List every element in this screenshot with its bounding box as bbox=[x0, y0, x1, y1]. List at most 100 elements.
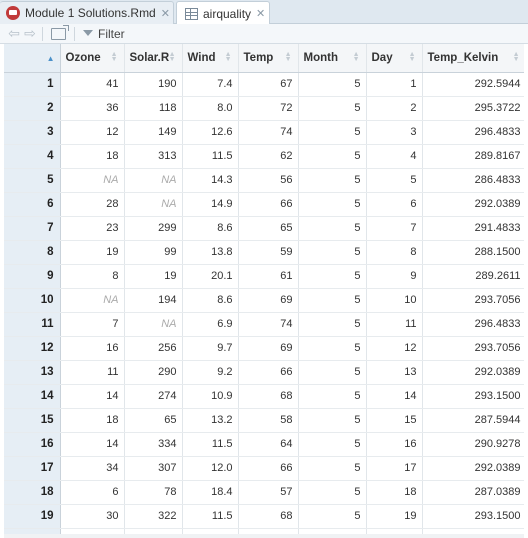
table-row[interactable]: 13 11 290 9.2 66 5 13 292.0389 bbox=[4, 360, 524, 385]
table-cell: 11 bbox=[60, 360, 125, 385]
table-row[interactable]: 4 18 313 11.5 62 5 4 289.8167 bbox=[4, 144, 524, 169]
table-cell: 5 bbox=[298, 312, 367, 337]
column-header-day[interactable]: Day ▲ ▼ bbox=[366, 44, 423, 73]
forward-arrow-icon[interactable]: ⇨ bbox=[24, 25, 36, 41]
table-row[interactable]: 11 7 NA 6.9 74 5 11 296.4833 bbox=[4, 312, 524, 337]
table-cell: 5 bbox=[298, 480, 367, 505]
table-cell: 3 bbox=[366, 120, 423, 145]
table-cell: 290 bbox=[124, 360, 183, 385]
close-icon[interactable]: ✕ bbox=[160, 7, 170, 20]
table-row[interactable]: 10 NA 194 8.6 69 5 10 293.7056 bbox=[4, 288, 524, 313]
table-cell: 2 bbox=[366, 96, 423, 121]
table-cell: 18 bbox=[366, 480, 423, 505]
table-cell: 58 bbox=[238, 408, 299, 433]
table-cell: 12.6 bbox=[182, 120, 239, 145]
table-cell: 68 bbox=[238, 384, 299, 409]
table-cell: 6.9 bbox=[182, 312, 239, 337]
table-cell: 18 bbox=[60, 408, 125, 433]
table-cell: 14.3 bbox=[182, 168, 239, 193]
row-number-header[interactable]: ▲ bbox=[4, 44, 61, 73]
table-cell: 8.6 bbox=[182, 288, 239, 313]
table-cell: 5 bbox=[298, 192, 367, 217]
tab-label: Module 1 Solutions.Rmd bbox=[25, 6, 156, 20]
table-cell: 299 bbox=[124, 216, 183, 241]
close-icon[interactable]: ✕ bbox=[256, 8, 266, 20]
table-cell: 18 bbox=[60, 144, 125, 169]
table-cell: 293.7056 bbox=[422, 336, 524, 361]
table-row[interactable]: 8 19 99 13.8 59 5 8 288.1500 bbox=[4, 240, 524, 265]
table-cell: 66 bbox=[238, 456, 299, 481]
header-row: ▲ Ozone ▲ ▼ Solar.R ▲ ▼ Wind ▲ ▼ Temp ▲ ▼ Month ▲… bbox=[4, 44, 524, 73]
tab-airquality[interactable]: airquality ✕ bbox=[176, 1, 270, 25]
table-cell: 7 bbox=[366, 216, 423, 241]
horizontal-scrollbar[interactable] bbox=[4, 534, 524, 538]
table-cell: 11 bbox=[366, 312, 423, 337]
row-number: 16 bbox=[4, 432, 61, 457]
table-cell: 292.0389 bbox=[422, 360, 524, 385]
tab-label: airquality bbox=[203, 6, 252, 21]
column-header-ozone[interactable]: Ozone ▲ ▼ bbox=[60, 44, 125, 73]
table-cell: 66 bbox=[238, 360, 299, 385]
table-cell: 78 bbox=[124, 480, 183, 505]
column-header-wind[interactable]: Wind ▲ ▼ bbox=[182, 44, 239, 73]
table-cell: 307 bbox=[124, 456, 183, 481]
column-header-temp-kelvin[interactable]: Temp_Kelvin ▲ ▼ bbox=[422, 44, 524, 73]
table-cell: 64 bbox=[238, 432, 299, 457]
column-header-month[interactable]: Month ▲ ▼ bbox=[298, 44, 367, 73]
filter-button[interactable]: Filter bbox=[83, 27, 125, 41]
table-row[interactable]: 9 8 19 20.1 61 5 9 289.2611 bbox=[4, 264, 524, 289]
table-cell: 19 bbox=[124, 264, 183, 289]
table-cell: 5 bbox=[298, 432, 367, 457]
table-cell: 65 bbox=[124, 408, 183, 433]
table-cell: 67 bbox=[238, 72, 299, 97]
table-cell: 288.1500 bbox=[422, 240, 524, 265]
table-cell: 12 bbox=[366, 336, 423, 361]
table-row-partial bbox=[4, 528, 524, 534]
table-cell: 9.2 bbox=[182, 360, 239, 385]
table-cell: 69 bbox=[238, 288, 299, 313]
row-number: 19 bbox=[4, 504, 61, 529]
table-cell: 15 bbox=[366, 408, 423, 433]
sort-icon: ▲ ▼ bbox=[224, 51, 232, 63]
table-cell: 13 bbox=[366, 360, 423, 385]
table-row[interactable]: 15 18 65 13.2 58 5 15 287.5944 bbox=[4, 408, 524, 433]
table-cell bbox=[182, 528, 239, 534]
popout-icon[interactable] bbox=[51, 24, 69, 40]
table-cell: 295.3722 bbox=[422, 96, 524, 121]
row-number: 1 bbox=[4, 72, 61, 97]
table-row[interactable]: 16 14 334 11.5 64 5 16 290.9278 bbox=[4, 432, 524, 457]
row-number: 13 bbox=[4, 360, 61, 385]
table-cell: 8.6 bbox=[182, 216, 239, 241]
row-number: 10 bbox=[4, 288, 61, 313]
table-cell: NA bbox=[124, 168, 183, 193]
table-cell bbox=[60, 528, 125, 534]
tab-module-1-solutions[interactable]: Module 1 Solutions.Rmd ✕ bbox=[0, 1, 174, 24]
data-grid[interactable]: ▲ Ozone ▲ ▼ Solar.R ▲ ▼ Wind ▲ ▼ Temp ▲ ▼ Month ▲… bbox=[4, 44, 524, 534]
table-cell: 293.7056 bbox=[422, 288, 524, 313]
sort-icon: ▲ ▼ bbox=[512, 51, 520, 63]
table-cell: 293.1500 bbox=[422, 384, 524, 409]
table-cell bbox=[366, 528, 423, 534]
column-header-solar-r[interactable]: Solar.R ▲ ▼ bbox=[124, 44, 183, 73]
table-row[interactable]: 14 14 274 10.9 68 5 14 293.1500 bbox=[4, 384, 524, 409]
table-row[interactable]: 3 12 149 12.6 74 5 3 296.4833 bbox=[4, 120, 524, 145]
table-cell: NA bbox=[60, 168, 125, 193]
table-cell: 34 bbox=[60, 456, 125, 481]
table-cell: 28 bbox=[60, 192, 125, 217]
table-row[interactable]: 19 30 322 11.5 68 5 19 293.1500 bbox=[4, 504, 524, 529]
table-cell: 30 bbox=[60, 504, 125, 529]
table-cell: 14 bbox=[60, 432, 125, 457]
back-arrow-icon[interactable]: ⇦ bbox=[8, 25, 20, 41]
column-header-temp[interactable]: Temp ▲ ▼ bbox=[238, 44, 299, 73]
table-row[interactable]: 7 23 299 8.6 65 5 7 291.4833 bbox=[4, 216, 524, 241]
table-row[interactable]: 18 6 78 18.4 57 5 18 287.0389 bbox=[4, 480, 524, 505]
table-row[interactable]: 2 36 118 8.0 72 5 2 295.3722 bbox=[4, 96, 524, 121]
row-number: 6 bbox=[4, 192, 61, 217]
table-row[interactable]: 12 16 256 9.7 69 5 12 293.7056 bbox=[4, 336, 524, 361]
table-row[interactable]: 1 41 190 7.4 67 5 1 292.5944 bbox=[4, 72, 524, 97]
table-row[interactable]: 17 34 307 12.0 66 5 17 292.0389 bbox=[4, 456, 524, 481]
table-row[interactable]: 6 28 NA 14.9 66 5 6 292.0389 bbox=[4, 192, 524, 217]
table-cell bbox=[238, 528, 299, 534]
table-row[interactable]: 5 NA NA 14.3 56 5 5 286.4833 bbox=[4, 168, 524, 193]
filter-icon bbox=[83, 29, 93, 36]
